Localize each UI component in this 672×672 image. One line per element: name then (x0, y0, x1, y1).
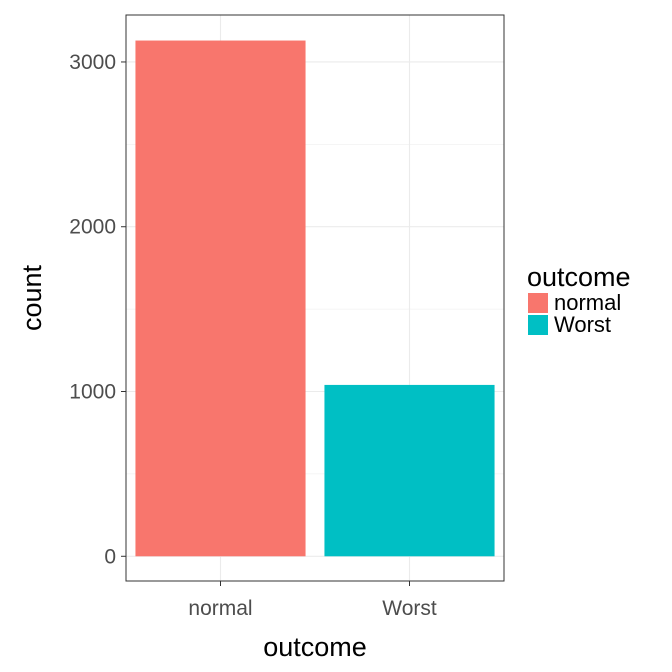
legend-label: Worst (554, 312, 611, 337)
plot-border (125, 14, 505, 582)
y-tick-label: 0 (104, 545, 116, 568)
y-tick-label: 3000 (69, 51, 116, 74)
y-axis-ticks: 0 1000 2000 3000 (69, 51, 126, 568)
y-axis-title: count (17, 264, 47, 331)
bar-normal (135, 40, 306, 557)
legend-title: outcome (527, 262, 631, 292)
legend-label: normal (554, 290, 621, 315)
x-tick-label: normal (188, 597, 252, 620)
legend-key (528, 315, 548, 335)
bars (135, 40, 495, 557)
y-tick-label: 1000 (69, 381, 116, 404)
x-tick-label: Worst (382, 597, 437, 620)
y-tick-label: 2000 (69, 216, 116, 239)
x-axis-ticks: normal Worst (188, 581, 437, 620)
x-axis-title: outcome (263, 632, 367, 662)
bar-worst (324, 384, 495, 557)
legend-key (528, 293, 548, 313)
